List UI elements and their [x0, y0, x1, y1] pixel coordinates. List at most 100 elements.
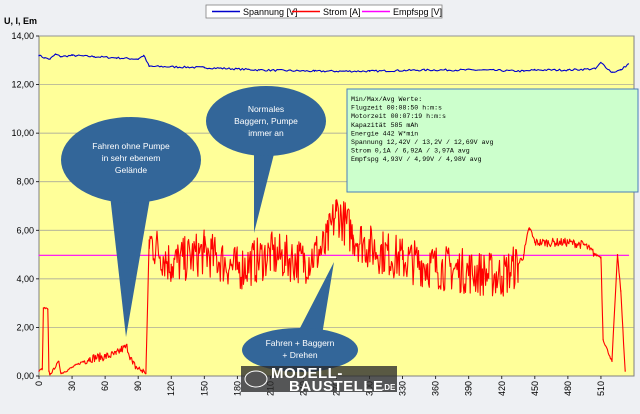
series-strom: [38, 199, 626, 376]
series-strom-point: [137, 368, 139, 370]
y-tick-label: 6,00: [16, 225, 34, 235]
logo-bagger-icon: [244, 370, 268, 388]
y-tick-label: 14,00: [11, 31, 34, 41]
series-strom-point: [611, 360, 613, 362]
legend-box: [205, 4, 443, 19]
annotation_c: Fahren + Baggern + Drehen: [242, 262, 358, 372]
annotation-bubble: [206, 86, 326, 156]
series-strom-point: [104, 356, 106, 358]
series-spannung-point: [611, 71, 613, 73]
series-strom-point: [88, 358, 90, 360]
series-strom-point: [269, 254, 271, 256]
series-strom-point: [589, 249, 591, 251]
series-strom-point: [435, 266, 437, 268]
annotation-tail: [110, 195, 150, 337]
series-spannung-point: [258, 69, 260, 71]
annotation-bubble: [61, 117, 201, 203]
series-strom-point: [82, 360, 84, 362]
x-tick-label: 150: [199, 381, 209, 396]
watermark-logo: MODELL-BAUSTELLE.DE: [241, 365, 397, 395]
y-tick-label: 4,00: [16, 274, 34, 284]
series-strom-point: [324, 246, 327, 248]
series-strom-point: [583, 244, 586, 246]
y-tick-label: 2,00: [16, 322, 34, 332]
info-line: Energie 442 W*min: [351, 130, 418, 137]
series-empfspg-point: [627, 254, 630, 256]
series-strom-point: [352, 234, 354, 236]
info-line: Kapazität 585 mAh: [351, 122, 418, 129]
series-spannung: [38, 53, 629, 73]
series-strom-point: [170, 263, 172, 265]
annotation_b: Normales Baggern, Pumpe immer an: [206, 86, 326, 233]
x-tick-label: 330: [398, 381, 408, 396]
annotation-text: Baggern, Pumpe: [234, 116, 298, 126]
annotation-text: + Drehen: [282, 350, 317, 360]
x-tick-label: 480: [563, 381, 573, 396]
series-strom-point: [620, 290, 622, 292]
series-strom-point: [49, 374, 51, 376]
info-line: Empfspg 4,93V / 4,99V / 4,98V avg: [351, 156, 482, 163]
x-tick-label: 90: [133, 381, 143, 391]
annotation-tail: [300, 262, 334, 335]
series-strom-point: [468, 271, 470, 273]
info-line: Flugzeit 00:08:50 h:m:s: [351, 105, 442, 112]
series-strom-point: [126, 346, 128, 348]
series-spannung-point: [594, 68, 597, 70]
series-strom-point: [402, 258, 404, 260]
info-line: Strom 0,1A / 6,92A / 3,97A avg: [351, 148, 470, 155]
series-strom-point: [523, 254, 525, 256]
info-box-background: [346, 88, 639, 193]
series-spannung-point: [479, 69, 481, 71]
annotation_a: Fahren ohne Pumpe in sehr ebenem Gelände: [61, 117, 201, 337]
series-strom-point: [567, 241, 569, 243]
logo-text-suffix: .DE: [382, 383, 396, 392]
annotation-text: immer an: [248, 128, 284, 138]
y-tick-label: 0,00: [16, 371, 34, 381]
series-strom-point: [600, 256, 602, 258]
series-spannung-point: [369, 70, 371, 72]
series-strom-point: [145, 373, 147, 375]
x-tick-label: 0: [34, 381, 44, 386]
series-strom-point: [148, 239, 150, 241]
info-line: Min/Max/Avg Werte:: [351, 96, 422, 103]
annotation-text: Fahren + Baggern: [266, 338, 335, 348]
series-spannung-point: [534, 69, 536, 71]
y-tick-label: 10,00: [11, 128, 34, 138]
annotations: Fahren ohne Pumpe in sehr ebenem Gelände No…: [61, 86, 358, 372]
legend-label: Strom [A]: [323, 7, 361, 17]
series-strom-point: [335, 210, 338, 212]
annotation-tail: [254, 146, 275, 233]
series-spannung-point: [115, 57, 117, 59]
y-axis-title: U, I, Em: [4, 16, 37, 26]
series-spannung-point: [627, 63, 630, 65]
series-strom-point: [121, 348, 123, 350]
series-strom-point: [47, 308, 49, 310]
series-spannung-point: [93, 56, 95, 58]
series-strom-point: [48, 370, 50, 372]
series-strom-point: [41, 368, 43, 370]
legend-label: Spannung [V]: [243, 7, 298, 17]
series-spannung-point: [203, 67, 205, 69]
logo-text-line2: BAUSTELLE: [289, 378, 384, 395]
series-spannung-point: [620, 69, 622, 71]
series-spannung-point: [54, 53, 57, 55]
series-strom-point: [93, 357, 95, 359]
x-tick-label: 30: [67, 381, 77, 391]
series-spannung-point: [43, 57, 46, 59]
annotation-text: in sehr ebenem: [102, 153, 161, 163]
x-tick-label: 180: [232, 381, 242, 396]
annotation-text: Normales: [248, 104, 284, 114]
annotation-text: Gelände: [115, 165, 147, 175]
x-tick-label: 390: [464, 381, 474, 396]
series-strom-point: [115, 353, 117, 355]
legend: Spannung [V] Strom [A] Empfspg [V]: [205, 4, 443, 19]
series-strom-point: [369, 246, 371, 248]
annotation-bubble: [242, 328, 358, 372]
series-strom-point: [517, 263, 519, 265]
series-strom-point: [602, 339, 604, 341]
series-spannung-point: [523, 70, 525, 72]
series-spannung-point: [600, 62, 602, 64]
series-spannung-point: [137, 58, 139, 60]
series-strom-point: [60, 373, 62, 375]
